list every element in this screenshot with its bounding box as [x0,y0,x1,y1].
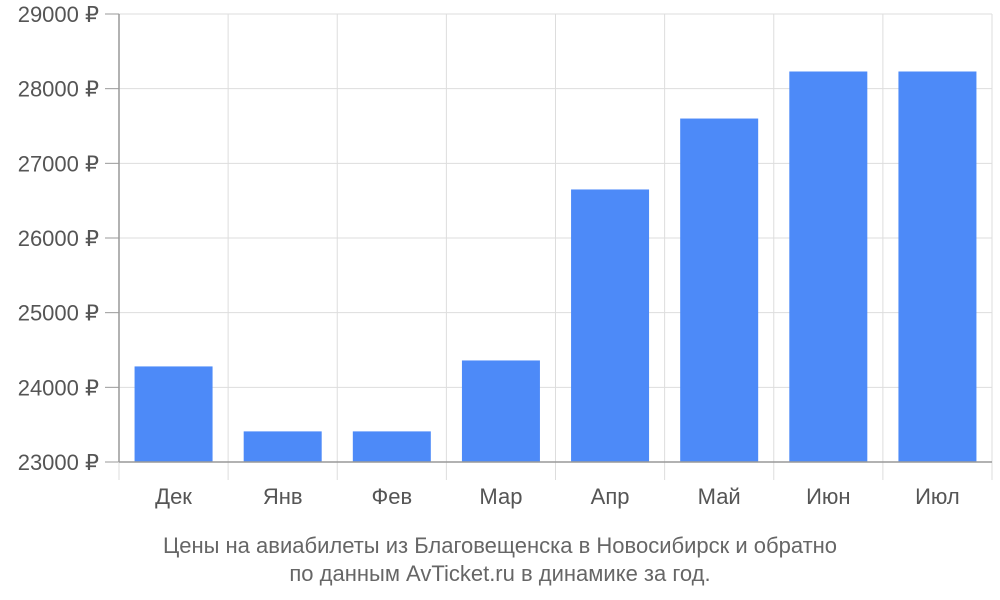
bars [134,71,977,463]
bar-3 [461,360,540,462]
axes [105,13,993,480]
y-tick-label: 27000 ₽ [18,151,99,176]
bar-chart: 23000 ₽ 24000 ₽ 25000 ₽ 26000 ₽ 27000 ₽ 28000… [18,2,993,509]
x-tick-labels: Дек Янв Фев Мар Апр Май Июн Июл [155,484,960,509]
bar-7 [898,71,977,462]
x-tick-label: Май [698,484,741,509]
x-tick-label: Июл [915,484,960,509]
x-tick-label: Фев [371,484,412,509]
bar-5 [680,118,759,463]
grid-lines [119,13,993,463]
bar-2 [352,431,431,462]
x-tick-label: Июн [806,484,850,509]
bar-4 [571,189,650,462]
x-tick-label: Апр [591,484,630,509]
bar-1 [243,431,322,462]
y-tick-label: 25000 ₽ [18,301,99,326]
y-tick-label: 28000 ₽ [18,77,99,102]
x-tick-label: Дек [155,484,192,509]
y-tick-label: 24000 ₽ [18,375,99,400]
caption-line-2: по данным AvTicket.ru в динамике за год. [289,561,711,586]
bar-0 [134,366,213,462]
y-tick-label: 26000 ₽ [18,226,99,251]
x-tick-label: Мар [479,484,522,509]
y-tick-label: 23000 ₽ [18,450,99,475]
x-tick-label: Янв [263,484,303,509]
chart-caption: Цены на авиабилеты из Благовещенска в Но… [0,532,1000,588]
bar-6 [789,71,868,462]
caption-line-1: Цены на авиабилеты из Благовещенска в Но… [162,533,838,558]
y-tick-label: 29000 ₽ [18,2,99,27]
y-tick-labels: 23000 ₽ 24000 ₽ 25000 ₽ 26000 ₽ 27000 ₽ 28000… [18,2,99,475]
